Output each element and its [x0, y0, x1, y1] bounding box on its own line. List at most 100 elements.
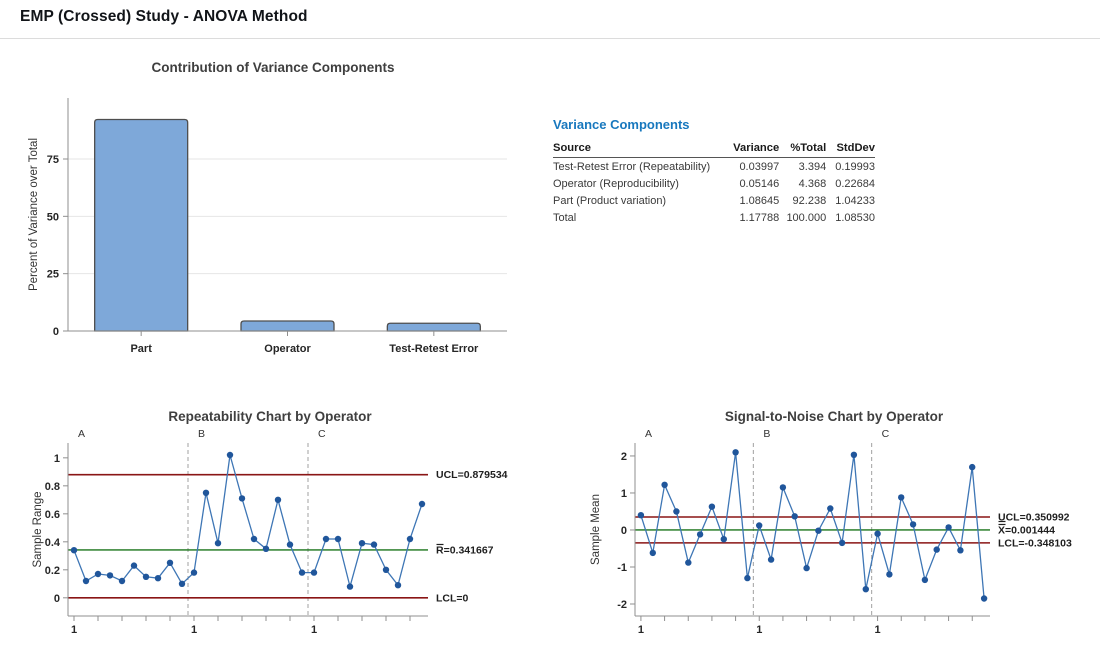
chart-title: Repeatability Chart by Operator	[168, 409, 372, 424]
table-cell: 3.394	[798, 160, 827, 173]
data-point[interactable]	[827, 505, 834, 512]
data-point[interactable]	[980, 595, 988, 602]
data-point[interactable]	[310, 569, 318, 576]
data-point[interactable]	[286, 541, 294, 548]
data-point[interactable]	[418, 500, 426, 508]
data-point[interactable]	[933, 546, 940, 553]
data-point[interactable]	[744, 574, 751, 582]
y-axis-label: Sample Mean	[590, 494, 602, 565]
data-point[interactable]	[850, 451, 858, 458]
y-tick-label: 0	[54, 593, 60, 605]
page-title: EMP (Crossed) Study - ANOVA Method	[20, 8, 308, 25]
data-point[interactable]	[957, 547, 964, 554]
data-point[interactable]	[118, 577, 126, 585]
variance-components-table: Source Variance %Total StdDev Test-Retes…	[553, 142, 875, 226]
data-point[interactable]	[969, 463, 976, 471]
data-point[interactable]	[250, 535, 258, 543]
lcl-label: LCL=-0.348103	[998, 537, 1072, 549]
bar-Part[interactable]	[94, 118, 189, 332]
table-row: Part (Product variation) 1.08645 92.238 1.0…	[553, 192, 875, 209]
chart-title: Contribution of Variance Components	[151, 60, 394, 75]
signal-to-noise-control-chart[interactable]: Signal-to-Noise Chart by Operator A B C UCL=…	[565, 405, 1100, 650]
data-point[interactable]	[945, 524, 952, 531]
data-point[interactable]	[394, 582, 402, 589]
bar-Test-Retest Error[interactable]	[386, 322, 481, 332]
data-point[interactable]	[406, 535, 414, 543]
variance-components-panel: Variance Components Source Variance %Tot…	[553, 117, 888, 226]
x-tick-label: 1	[311, 624, 317, 636]
data-point[interactable]	[262, 545, 270, 552]
report-header: EMP (Crossed) Study - ANOVA Method	[20, 8, 308, 26]
repeatability-control-chart[interactable]: Repeatability Chart by Operator A B C UCL=0.…	[15, 405, 550, 650]
data-point[interactable]	[791, 513, 798, 520]
y-tick-label: 25	[47, 269, 59, 281]
data-point[interactable]	[673, 508, 680, 515]
y-tick-label: 1	[621, 488, 627, 500]
data-point[interactable]	[909, 521, 917, 528]
data-point[interactable]	[921, 576, 929, 584]
data-point[interactable]	[370, 541, 378, 548]
data-point[interactable]	[767, 556, 775, 563]
data-point[interactable]	[130, 562, 138, 569]
data-point[interactable]	[685, 559, 692, 566]
data-point[interactable]	[346, 583, 354, 590]
x-category-label: Part	[130, 343, 152, 355]
bar-Operator[interactable]	[240, 320, 335, 332]
data-point[interactable]	[298, 569, 306, 576]
y-axis-label: Percent of Variance over Total	[28, 138, 40, 291]
data-point[interactable]	[720, 536, 727, 543]
data-point[interactable]	[649, 549, 656, 557]
data-point[interactable]	[70, 547, 78, 554]
y-tick-label: -2	[617, 599, 627, 611]
series-line	[640, 452, 985, 599]
data-point[interactable]	[661, 481, 668, 488]
data-point[interactable]	[358, 540, 366, 547]
data-point[interactable]	[838, 539, 846, 547]
data-point[interactable]	[334, 535, 342, 543]
data-point[interactable]	[226, 451, 234, 459]
data-point[interactable]	[732, 449, 739, 456]
data-point[interactable]	[898, 494, 905, 501]
data-point[interactable]	[190, 569, 198, 576]
contribution-bar-chart[interactable]: Contribution of Variance Components 0 25 50…	[15, 50, 545, 398]
data-point[interactable]	[874, 530, 881, 537]
data-point[interactable]	[214, 540, 222, 547]
operator-label-B: B	[198, 428, 205, 440]
operator-label-C: C	[318, 428, 326, 440]
data-point[interactable]	[696, 531, 704, 538]
x-tick-label: 1	[191, 624, 197, 636]
data-point[interactable]	[779, 484, 787, 491]
data-point[interactable]	[82, 577, 90, 585]
data-point[interactable]	[322, 535, 330, 543]
y-tick-label: 1	[54, 453, 60, 465]
data-point[interactable]	[756, 522, 763, 529]
x-category-label: Test-Retest Error	[389, 343, 479, 355]
operator-label-C: C	[882, 428, 890, 440]
data-point[interactable]	[803, 564, 810, 572]
data-point[interactable]	[382, 566, 390, 573]
data-point[interactable]	[202, 489, 210, 496]
data-point[interactable]	[886, 571, 893, 578]
table-cell: 0.19993	[835, 160, 875, 173]
y-tick-label: 2	[621, 451, 627, 463]
data-point[interactable]	[142, 573, 150, 580]
data-point[interactable]	[815, 527, 822, 534]
data-point[interactable]	[274, 496, 282, 503]
data-point[interactable]	[238, 495, 246, 502]
table-cell: Operator (Reproducibility)	[553, 177, 679, 190]
table-cell: 1.08645	[739, 194, 780, 207]
table-cell: 0.05146	[739, 177, 780, 190]
data-point[interactable]	[166, 559, 174, 566]
data-point[interactable]	[862, 586, 869, 593]
data-point[interactable]	[178, 580, 186, 587]
table-cell: 4.368	[798, 177, 827, 190]
data-point[interactable]	[106, 572, 114, 579]
table-cell: 0.22684	[835, 177, 875, 190]
data-point[interactable]	[154, 575, 162, 582]
data-point[interactable]	[708, 503, 716, 510]
x-tick-label: 1	[638, 624, 644, 636]
col-variance: Variance	[722, 142, 780, 158]
data-point[interactable]	[94, 570, 102, 578]
data-point[interactable]	[637, 512, 645, 519]
